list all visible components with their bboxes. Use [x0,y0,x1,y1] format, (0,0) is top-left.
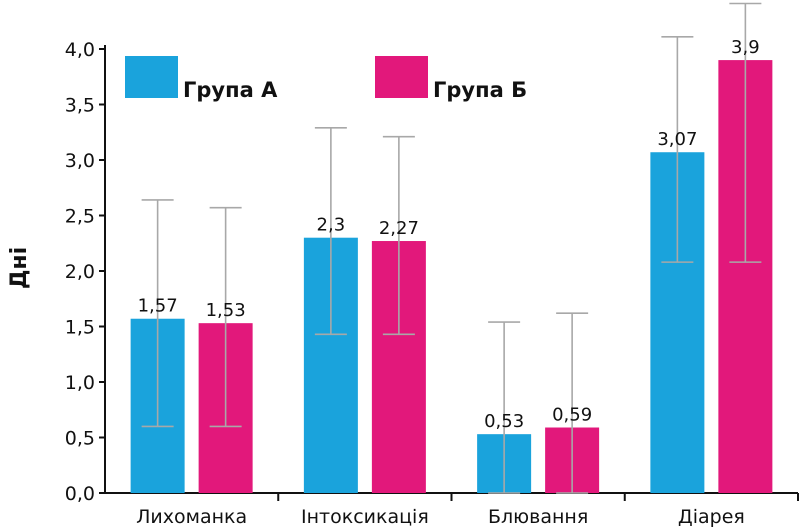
error-bars [141,2,762,494]
y-tick-label: 2,0 [65,261,95,283]
y-tick-label: 1,0 [65,372,95,394]
y-tick-label: 0,5 [65,428,95,450]
category-label: Лихоманка [136,506,247,528]
category-label: Діарея [678,506,745,528]
category-label: Блювання [488,506,588,528]
data-label: 2,27 [379,218,419,239]
y-tick-label: 1,5 [65,317,95,339]
data-label: 2,3 [317,215,346,236]
y-tick-label: 4,0 [65,39,95,61]
data-label: 3,9 [731,37,760,58]
y-tick-label: 3,0 [65,150,95,172]
category-label: Інтоксикація [301,506,429,528]
data-labels: 1,57 1,53 2,3 2,27 0,53 0,59 3,07 3,9 [138,37,760,432]
y-tick-label: 2,5 [65,206,95,228]
legend-label: Група Б [433,78,527,102]
legend-swatch [125,56,178,98]
y-tick-label: 0,0 [65,483,95,505]
data-label: 1,53 [206,300,246,321]
legend-label: Група А [183,78,278,102]
legend: Група А Група Б [125,56,527,102]
axes: 0,0 0,5 1,0 1,5 2,0 2,5 3,0 3,5 4,0 Лихоманка Інто… [65,39,799,528]
data-label: 1,57 [138,296,178,317]
data-label: 0,53 [484,411,524,432]
data-label: 3,07 [657,129,697,150]
data-label: 0,59 [552,405,592,426]
bars [130,60,773,494]
y-axis-title: Дні [7,247,32,289]
y-tick-label: 3,5 [65,95,95,117]
legend-swatch [375,56,428,98]
